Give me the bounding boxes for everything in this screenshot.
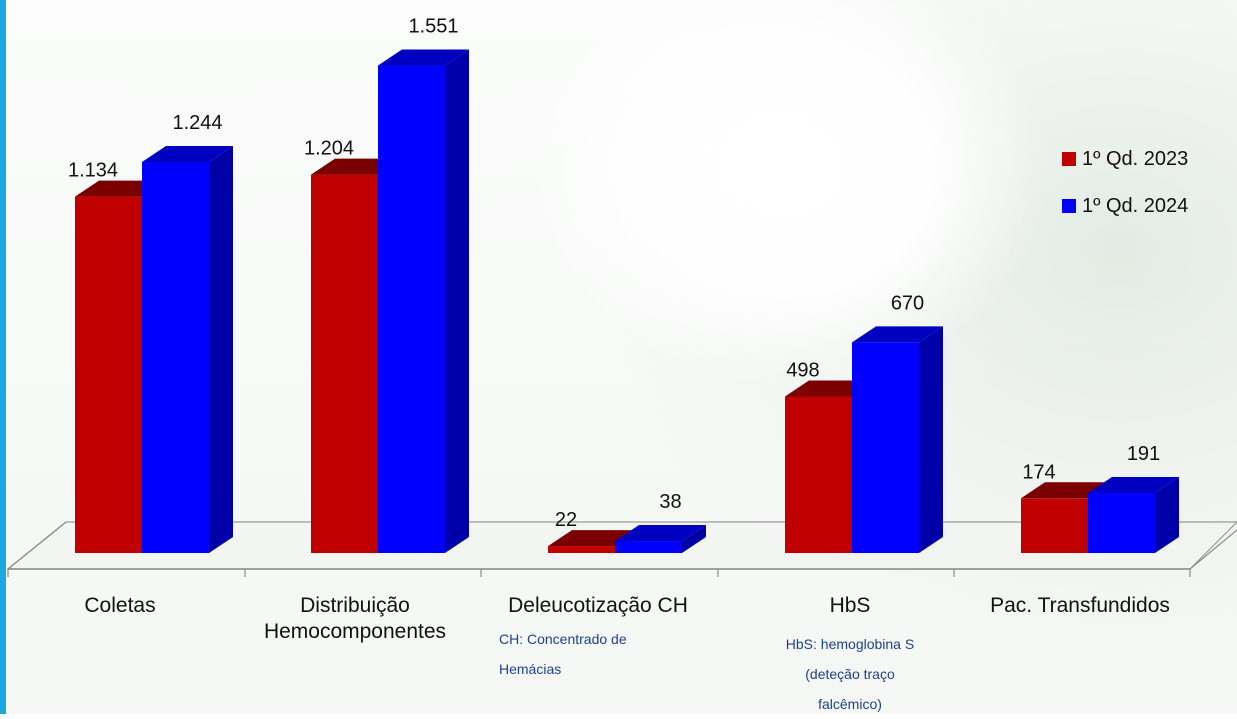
data-label-2023-0: 1.134 <box>68 160 118 182</box>
bar-top-2024-0 <box>142 146 233 163</box>
legend: 1º Qd. 2023 1º Qd. 2024 <box>1062 148 1188 218</box>
bar-2024-3 <box>852 342 919 553</box>
bar-2023-2 <box>548 546 615 553</box>
bar-side-2024-2 <box>682 525 706 553</box>
bar-2024-2 <box>615 541 682 553</box>
data-label-2023-3: 498 <box>786 359 819 381</box>
data-label-2024-0: 1.244 <box>172 112 222 134</box>
bar-side-2024-1 <box>445 49 469 554</box>
data-label-2024-2: 38 <box>659 491 681 513</box>
legend-label-2024: 1º Qd. 2024 <box>1082 195 1189 217</box>
category-label-distribuicao: Distribuição Hemocomponentes <box>263 594 447 643</box>
data-label-2023-2: 22 <box>555 509 577 531</box>
category-label-pac-transfundidos: Pac. Transfundidos <box>990 594 1170 617</box>
left-accent-bar <box>0 0 6 714</box>
category-label-coletas: Coletas <box>84 594 156 617</box>
bar-2023-1 <box>311 174 378 553</box>
bar-2024-0 <box>142 162 209 553</box>
bar-side-2024-0 <box>209 146 233 553</box>
legend-item-2024: 1º Qd. 2024 <box>1062 195 1188 218</box>
category-label-hbs: HbS <box>829 594 871 617</box>
bar-2023-0 <box>75 196 142 553</box>
legend-item-2023: 1º Qd. 2023 <box>1062 148 1188 171</box>
bar-side-2024-4 <box>1155 476 1179 553</box>
note-concentrado-hemacias: CH: Concentrado de Hemácias <box>499 631 627 677</box>
data-label-2023-4: 174 <box>1022 461 1055 483</box>
legend-label-2023: 1º Qd. 2023 <box>1082 148 1189 170</box>
bar-top-2024-2 <box>615 525 706 542</box>
bar-top-2024-3 <box>852 326 943 343</box>
floor-left-edge <box>7 521 67 570</box>
legend-swatch-2024 <box>1062 199 1076 213</box>
data-label-2024-1: 1.551 <box>408 16 458 38</box>
data-label-2024-4: 191 <box>1127 443 1160 465</box>
bar-2024-1 <box>378 65 445 554</box>
category-label-deleucotizacao: Deleucotização CH <box>508 594 688 617</box>
data-label-2023-1: 1.204 <box>304 138 354 160</box>
bar-2023-3 <box>785 396 852 553</box>
note-hemoglobina-s: HbS: hemoglobina S (deteção traço falcêm… <box>785 636 915 712</box>
bar-2023-4 <box>1021 498 1088 553</box>
floor-right-edge <box>1189 529 1237 570</box>
bar-top-2024-1 <box>378 49 469 66</box>
legend-swatch-2023 <box>1062 152 1076 166</box>
data-label-2024-3: 670 <box>891 292 924 314</box>
bar-2024-4 <box>1088 492 1155 553</box>
bar-side-2024-3 <box>919 326 943 553</box>
bar-top-2024-4 <box>1088 476 1179 493</box>
